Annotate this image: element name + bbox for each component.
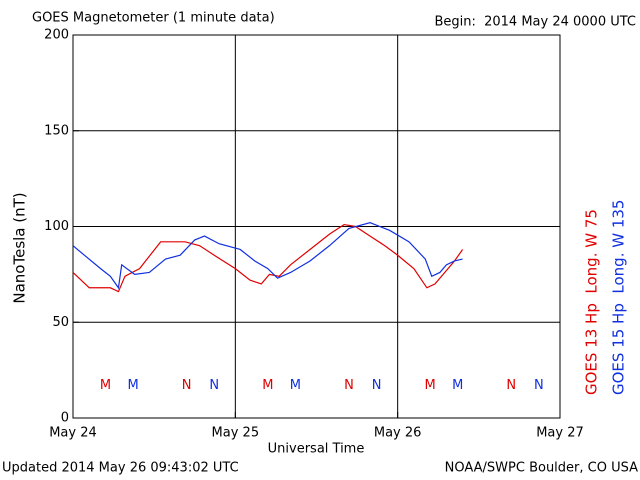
annotation: N [209,378,219,393]
annotation: M [100,378,111,393]
x-tick-label: May 24 [49,426,97,441]
annotation: N [182,378,192,393]
legend-entry: GOES 15 Hp Long. W 135 [610,200,628,395]
annotation: N [344,378,354,393]
annotation: M [425,378,436,393]
series-line [72,222,463,290]
chart-title: GOES Magnetometer (1 minute data) [32,11,275,26]
series-line [72,223,464,293]
y-axis-label: NanoTesla (nT) [11,192,29,303]
x-tick-label: May 26 [374,426,422,441]
annotation: M [127,378,138,393]
annotation: N [372,378,382,393]
x-tick-label: May 27 [536,426,584,441]
annotation: M [290,378,301,393]
y-tick-label: 100 [44,219,69,234]
x-axis-label: Universal Time [268,442,365,457]
annotation: N [506,378,516,393]
legend-entry: GOES 13 Hp Long. W 75 [583,209,601,395]
y-tick-label: 0 [61,411,69,426]
chart-subtitle: Begin: 2014 May 24 0000 UTC [434,15,636,30]
annotation: N [534,378,544,393]
footer-left: Updated 2014 May 26 09:43:02 UTC [2,461,239,476]
x-tick-label: May 25 [212,426,260,441]
y-tick-label: 50 [52,315,69,330]
footer-right: NOAA/SWPC Boulder, CO USA [445,461,638,476]
y-tick-label: 150 [44,123,69,138]
y-tick-label: 200 [44,28,69,43]
annotation: M [262,378,273,393]
annotation: M [452,378,463,393]
